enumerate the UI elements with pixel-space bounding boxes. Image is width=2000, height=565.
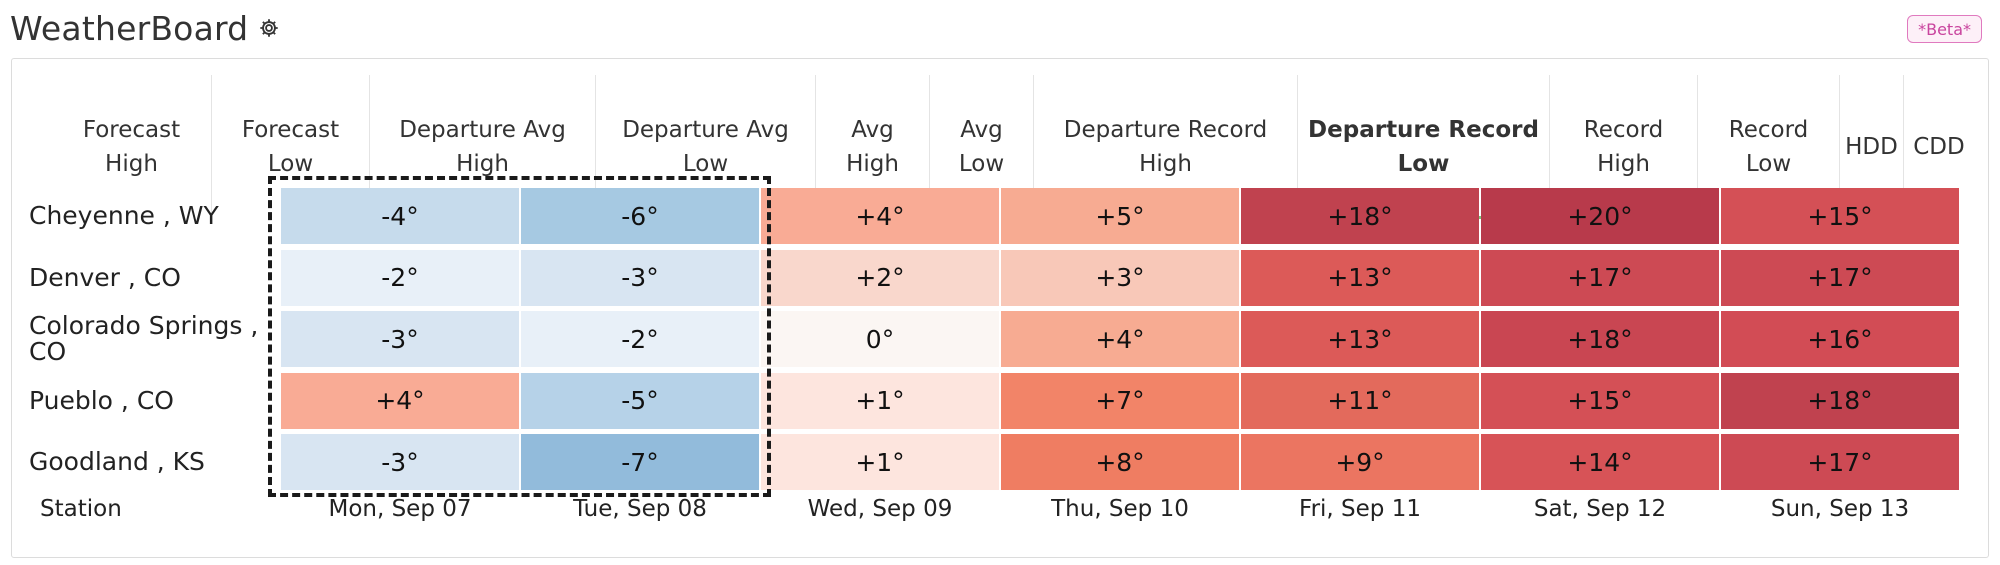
tab-label: Avg High (846, 117, 899, 177)
station-header: Station (40, 496, 122, 522)
beta-badge: *Beta* (1907, 15, 1982, 43)
tab-label: Departure Avg Low (622, 117, 789, 177)
date-header: Sat, Sep 12 (1533, 496, 1667, 522)
date-header: Sun, Sep 13 (1770, 496, 1910, 522)
station-label: Goodland , KS (29, 447, 205, 476)
tab-record-high[interactable]: Record High (1550, 75, 1698, 219)
date-header: Fri, Sep 11 (1299, 496, 1421, 522)
tab-label: Record Low (1728, 117, 1809, 177)
tab-departure-avg-low[interactable]: Departure Avg Low (596, 75, 816, 219)
tab-departure-record-high[interactable]: Departure Record High (1034, 75, 1298, 219)
tab-departure-avg-high[interactable]: Departure Avg High (370, 75, 596, 219)
tab-label: Departure Record High (1063, 117, 1268, 177)
table-cell[interactable]: -6° (521, 188, 759, 244)
tab-record-low[interactable]: Record Low (1698, 75, 1840, 219)
table-cell[interactable]: 0° (761, 311, 999, 367)
tab-label: Departure Avg High (399, 117, 566, 177)
tab-avg-high[interactable]: Avg High (816, 75, 930, 219)
station-label: Colorado Springs , CO (29, 311, 259, 366)
table-cell[interactable]: +15° (1721, 188, 1959, 244)
table-cell[interactable]: +8° (1001, 434, 1239, 490)
table-cell[interactable]: +1° (761, 372, 999, 429)
tab-label: CDD (1913, 134, 1965, 160)
table-cell[interactable]: +17° (1481, 249, 1719, 306)
app-title: WeatherBoard (10, 8, 249, 48)
table-cell[interactable]: -3° (521, 249, 759, 306)
tab-forecast-low[interactable]: Forecast Low (212, 75, 370, 219)
tab-label: Record High (1583, 117, 1664, 177)
tab-cdd[interactable]: CDD (1904, 75, 1974, 219)
table-cell[interactable]: +16° (1721, 311, 1959, 367)
date-header: Tue, Sep 08 (573, 496, 707, 522)
table-cell[interactable]: -4° (281, 188, 519, 244)
table-cell[interactable]: -2° (521, 311, 759, 367)
table-cell[interactable]: -5° (521, 372, 759, 429)
date-header: Wed, Sep 09 (807, 496, 953, 522)
tab-forecast-high[interactable]: Forecast High (52, 75, 212, 219)
table-cell[interactable]: +17° (1721, 249, 1959, 306)
table-cell[interactable]: +4° (761, 188, 999, 244)
table-cell[interactable]: +17° (1721, 434, 1959, 490)
station-label: Pueblo , CO (29, 385, 174, 415)
table-cell[interactable]: -7° (521, 434, 759, 490)
tab-avg-low[interactable]: Avg Low (930, 75, 1034, 219)
table-cell[interactable]: +7° (1001, 372, 1239, 429)
table-cell[interactable]: +2° (761, 249, 999, 306)
table-cell[interactable]: +13° (1241, 311, 1479, 367)
app-header: WeatherBoard (10, 6, 280, 50)
tab-label: Forecast Low (241, 117, 340, 177)
tab-label: Forecast High (82, 117, 181, 177)
table-cell[interactable]: -3° (281, 434, 519, 490)
table-cell[interactable]: +11° (1241, 372, 1479, 429)
table-cell[interactable]: +9° (1241, 434, 1479, 490)
table-cell[interactable]: +4° (281, 372, 519, 429)
table-cell[interactable]: +15° (1481, 372, 1719, 429)
tab-label: Departure Record Low (1308, 117, 1539, 177)
gear-icon[interactable] (258, 17, 280, 39)
table-cell[interactable]: +5° (1001, 188, 1239, 244)
metric-tabs: Forecast High Forecast Low Departure Avg H… (52, 75, 1974, 219)
station-label: Cheyenne , WY (29, 201, 219, 230)
table-cell[interactable]: +18° (1721, 372, 1959, 429)
table-cell[interactable]: +14° (1481, 434, 1719, 490)
tab-label: Avg Low (958, 117, 1005, 177)
date-header: Mon, Sep 07 (328, 496, 472, 522)
table-cell[interactable]: +4° (1001, 311, 1239, 367)
table-cell[interactable]: +18° (1481, 311, 1719, 367)
table-cell[interactable]: -2° (281, 249, 519, 306)
table-cell[interactable]: +13° (1241, 249, 1479, 306)
table-cell[interactable]: +20° (1481, 188, 1719, 244)
station-label: Denver , CO (29, 262, 181, 292)
table-cell[interactable]: +18° (1241, 188, 1479, 244)
tab-hdd[interactable]: HDD (1840, 75, 1904, 219)
date-header: Thu, Sep 10 (1051, 496, 1189, 522)
table-cell[interactable]: +1° (761, 434, 999, 490)
tab-label: HDD (1845, 134, 1898, 160)
table-cell[interactable]: +3° (1001, 249, 1239, 306)
table-cell[interactable]: -3° (281, 311, 519, 367)
